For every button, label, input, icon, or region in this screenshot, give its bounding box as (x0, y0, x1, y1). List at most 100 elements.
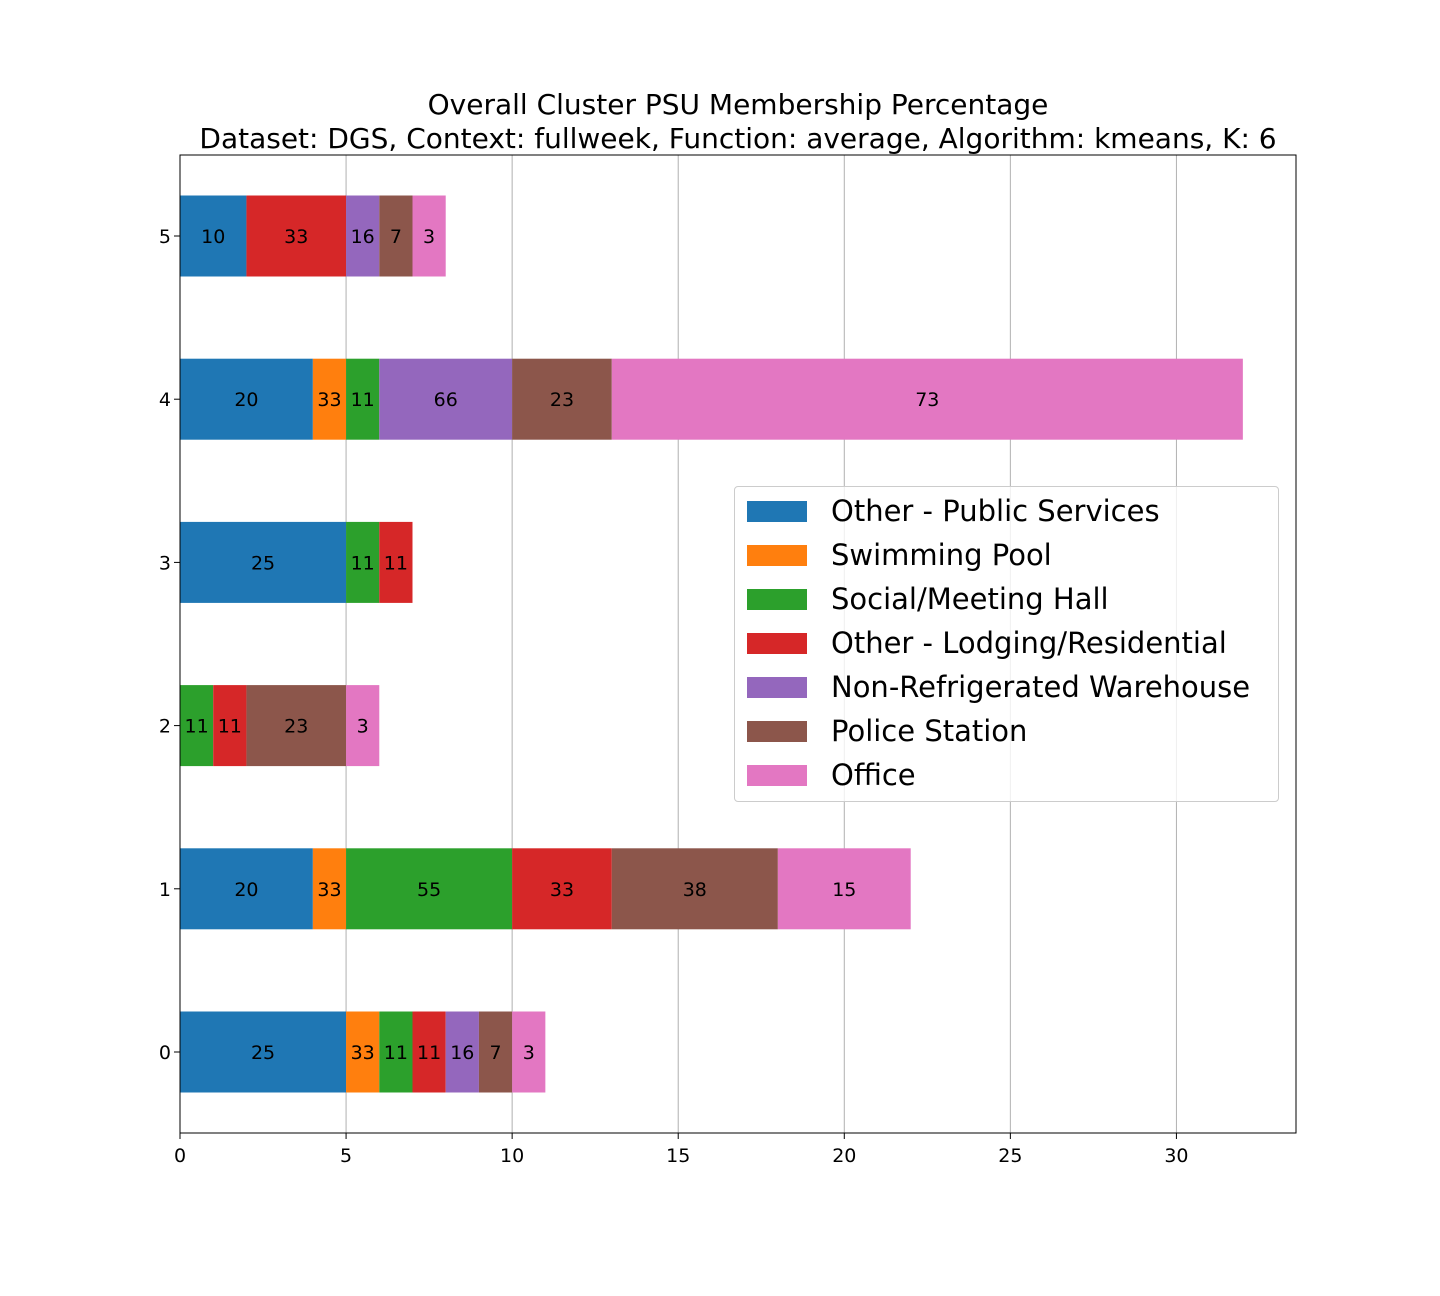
legend-item: Social/Meeting Hall (747, 579, 1109, 619)
legend-swatch (747, 544, 807, 566)
legend-label: Non-Refrigerated Warehouse (831, 670, 1251, 704)
data-label: 33 (550, 879, 574, 901)
data-label: 73 (915, 389, 939, 411)
bar-segment (180, 848, 313, 930)
legend-label: Other - Lodging/Residential (831, 626, 1227, 660)
legend-swatch (747, 720, 807, 742)
data-label: 3 (423, 226, 435, 248)
data-label: 25 (251, 552, 275, 574)
data-label: 55 (417, 879, 441, 901)
data-label: 33 (317, 879, 341, 901)
data-label: 16 (450, 1042, 474, 1064)
y-tick-label: 3 (159, 552, 171, 574)
y-tick-label: 1 (159, 879, 171, 901)
bar-segment (180, 685, 214, 767)
bar-segment (379, 195, 413, 277)
legend-item: Other - Lodging/Residential (747, 623, 1227, 663)
bar-segment (346, 1011, 380, 1093)
legend-item: Other - Public Services (747, 491, 1160, 531)
bar-segment (412, 195, 446, 277)
data-label: 11 (384, 552, 408, 574)
data-label: 66 (434, 389, 458, 411)
data-label: 11 (351, 389, 375, 411)
bar-segment (180, 1011, 347, 1093)
legend-label: Other - Public Services (831, 494, 1160, 528)
plot-frame (179, 154, 1297, 1134)
bar-segment (611, 848, 778, 930)
data-label: 23 (550, 389, 574, 411)
bar-segment (346, 358, 380, 440)
bar-segment (180, 195, 247, 277)
data-label: 15 (832, 879, 856, 901)
bar-segment (246, 195, 347, 277)
x-tick-label: 0 (174, 1145, 186, 1167)
data-label: 11 (185, 716, 209, 738)
bar-segment (412, 1011, 446, 1093)
data-label: 3 (523, 1042, 535, 1064)
bar-segment (379, 1011, 413, 1093)
legend-label: Police Station (831, 714, 1028, 748)
bar-segment (346, 685, 380, 767)
legend-swatch (747, 632, 807, 654)
chart-title: Overall Cluster PSU Membership Percentag… (427, 88, 1049, 121)
bar-segment (346, 195, 380, 277)
y-tick-label: 2 (159, 716, 171, 738)
bar-segment (611, 358, 1243, 440)
bar-segment (213, 685, 247, 767)
x-tick-label: 10 (500, 1145, 524, 1167)
data-label: 11 (218, 716, 242, 738)
y-tick-label: 4 (159, 389, 171, 411)
legend: Other - Public Services Swimming Pool Soci… (734, 486, 1279, 802)
bar-segment (777, 848, 911, 930)
data-label: 11 (384, 1042, 408, 1064)
bar-segment (246, 685, 347, 767)
data-label: 16 (351, 226, 375, 248)
data-label: 10 (201, 226, 225, 248)
bar-segment (512, 1011, 546, 1093)
bar-segment (379, 358, 513, 440)
legend-swatch (747, 676, 807, 698)
legend-swatch (747, 764, 807, 786)
bar-segment (346, 521, 380, 603)
y-tick-label: 5 (159, 226, 171, 248)
data-label: 23 (284, 716, 308, 738)
data-label: 20 (234, 389, 258, 411)
data-label: 33 (317, 389, 341, 411)
legend-item: Non-Refrigerated Warehouse (747, 667, 1250, 707)
bar-segment (180, 358, 313, 440)
data-label: 11 (351, 552, 375, 574)
data-label: 33 (284, 226, 308, 248)
x-tick-label: 25 (998, 1145, 1022, 1167)
legend-swatch (747, 500, 807, 522)
data-label: 3 (357, 716, 369, 738)
bar-segment (346, 848, 513, 930)
bar-segment (512, 848, 612, 930)
legend-label: Social/Meeting Hall (831, 582, 1109, 616)
y-tick-label: 0 (159, 1042, 171, 1064)
legend-label: Office (831, 758, 916, 792)
legend-label: Swimming Pool (831, 538, 1052, 572)
bar-segment (445, 1011, 479, 1093)
data-label: 7 (390, 226, 402, 248)
bar-segment (312, 358, 347, 440)
legend-item: Office (747, 755, 916, 795)
data-label: 25 (251, 1042, 275, 1064)
bar-segment (379, 521, 413, 603)
legend-item: Swimming Pool (747, 535, 1052, 575)
bar-segment (180, 521, 347, 603)
data-label: 38 (683, 879, 707, 901)
bar-segment (478, 1011, 513, 1093)
legend-item: Police Station (747, 711, 1027, 751)
legend-swatch (747, 588, 807, 610)
data-label: 11 (417, 1042, 441, 1064)
x-tick-label: 5 (340, 1145, 352, 1167)
data-label: 7 (489, 1042, 501, 1064)
x-tick-label: 20 (832, 1145, 856, 1167)
x-tick-label: 15 (666, 1145, 690, 1167)
data-label: 33 (351, 1042, 375, 1064)
x-tick-label: 30 (1164, 1145, 1188, 1167)
bar-segment (512, 358, 612, 440)
bar-segment (312, 848, 347, 930)
chart-subtitle: Dataset: DGS, Context: fullweek, Functio… (199, 122, 1277, 155)
